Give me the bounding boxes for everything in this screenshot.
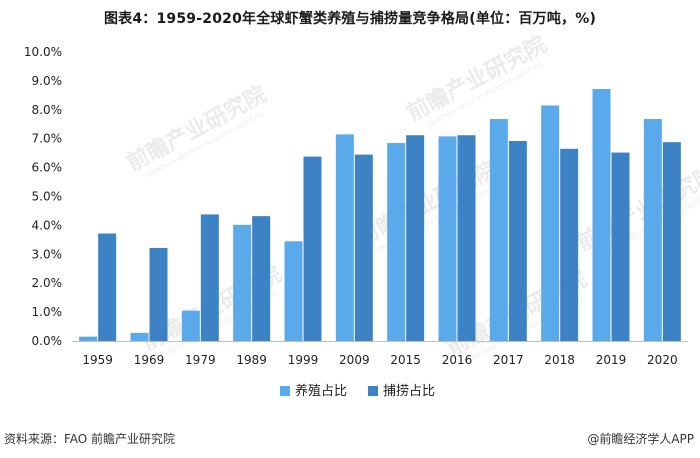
x-tick-label: 2019 xyxy=(596,353,627,367)
y-tick-label: 3.0% xyxy=(32,247,63,261)
y-tick-label: 6.0% xyxy=(32,161,63,175)
legend-swatch[interactable] xyxy=(368,386,378,396)
source-note: 资料来源：FAO 前瞻产业研究院 xyxy=(4,432,176,446)
bar-capture-2020[interactable] xyxy=(662,142,681,341)
x-tick-label: 2009 xyxy=(339,353,370,367)
bar-aquaculture-1979[interactable] xyxy=(181,310,200,341)
x-tick-label: 1989 xyxy=(236,353,267,367)
legend-label[interactable]: 捕捞占比 xyxy=(383,383,435,399)
y-tick-label: 5.0% xyxy=(32,190,63,204)
bar-aquaculture-1989[interactable] xyxy=(233,224,252,341)
watermark-text: 前瞻产业研究院 xyxy=(353,156,501,251)
x-tick-label: 2020 xyxy=(647,353,678,367)
bar-aquaculture-2019[interactable] xyxy=(592,88,611,341)
y-tick-label: 1.0% xyxy=(32,305,63,319)
bar-capture-2009[interactable] xyxy=(354,154,373,341)
x-tick-label: 2015 xyxy=(390,353,421,367)
bar-capture-2016[interactable] xyxy=(457,135,476,341)
bar-aquaculture-2016[interactable] xyxy=(438,136,457,341)
x-tick-label: 1959 xyxy=(82,353,113,367)
bar-capture-2017[interactable] xyxy=(508,141,527,341)
watermark-text: 前瞻产业研究院 xyxy=(403,31,551,126)
brand-note: @前瞻经济学人APP xyxy=(587,432,694,446)
bar-capture-1959[interactable] xyxy=(98,233,117,341)
bar-capture-1969[interactable] xyxy=(149,247,168,341)
bar-aquaculture-1969[interactable] xyxy=(130,332,149,341)
x-tick-label: 2017 xyxy=(493,353,524,367)
bar-capture-2019[interactable] xyxy=(611,152,630,341)
x-tick-label: 1999 xyxy=(288,353,319,367)
y-tick-label: 4.0% xyxy=(32,218,63,232)
x-tick-label: 1969 xyxy=(134,353,165,367)
bar-aquaculture-2017[interactable] xyxy=(489,119,508,341)
bar-capture-2015[interactable] xyxy=(406,135,425,341)
bar-aquaculture-2018[interactable] xyxy=(541,105,560,341)
bar-aquaculture-1999[interactable] xyxy=(284,241,303,341)
legend-label[interactable]: 养殖占比 xyxy=(295,383,347,399)
bar-capture-1989[interactable] xyxy=(252,216,271,341)
y-tick-label: 8.0% xyxy=(32,103,63,117)
bar-capture-2018[interactable] xyxy=(560,148,579,341)
bar-capture-1979[interactable] xyxy=(200,214,219,341)
y-tick-label: 9.0% xyxy=(32,74,63,88)
chart-title: 图表4：1959-2020年全球虾蟹类养殖与捕捞量竞争格局(单位：百万吨，%) xyxy=(103,11,597,27)
x-tick-label: 2018 xyxy=(544,353,575,367)
bar-aquaculture-2015[interactable] xyxy=(387,143,406,341)
y-tick-label: 10.0% xyxy=(24,45,62,59)
bar-aquaculture-2020[interactable] xyxy=(643,119,662,341)
bar-aquaculture-1959[interactable] xyxy=(79,336,98,341)
x-tick-label: 2016 xyxy=(442,353,473,367)
y-tick-label: 2.0% xyxy=(32,276,63,290)
bar-aquaculture-2009[interactable] xyxy=(335,134,354,341)
y-tick-label: 7.0% xyxy=(32,132,63,146)
bar-capture-1999[interactable] xyxy=(303,156,322,341)
watermark-text: 前瞻产业研究院 xyxy=(123,81,271,176)
legend-swatch[interactable] xyxy=(280,386,290,396)
y-tick-label: 0.0% xyxy=(32,334,63,348)
x-tick-label: 1979 xyxy=(185,353,216,367)
